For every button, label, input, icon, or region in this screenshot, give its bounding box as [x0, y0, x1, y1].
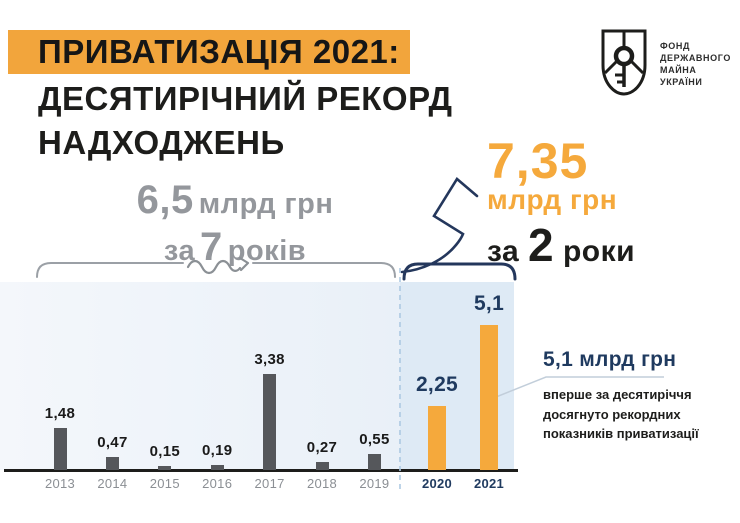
axis-label-2018: 2018	[306, 476, 338, 491]
record-period-number: 2	[528, 219, 555, 271]
record-annotation: 5,1 млрд грн вперше за десятиріччя досяг…	[543, 348, 728, 444]
record-total-amount: 7,35	[487, 133, 589, 189]
annotation-line: вперше за десятиріччя	[543, 387, 692, 402]
org-name-line: ФОНД	[660, 41, 690, 51]
past-period-number: 7	[200, 225, 223, 269]
bar-value-2017: 3,38	[254, 351, 285, 368]
bar-2014	[105, 457, 119, 470]
org-logo: ФОНД ДЕРЖАВНОГО МАЙНА УКРАЇНИ	[598, 28, 731, 98]
record-annotation-title: 5,1 млрд грн	[543, 348, 677, 371]
axis-label-2014: 2014	[97, 476, 128, 491]
axis-label-2017: 2017	[254, 476, 285, 491]
bar-value-2013: 1,48	[44, 405, 76, 422]
org-name-line: МАЙНА	[660, 65, 697, 75]
page-subtitle-line1: ДЕСЯТИРІЧНИЙ РЕКОРД	[38, 80, 453, 117]
bar-value-2015: 0,15	[149, 443, 180, 460]
axis-label-2013: 2013	[44, 476, 76, 491]
x-axis-line	[4, 469, 518, 472]
record-annotation-body: вперше за десятиріччя досягнуто рекордни…	[543, 385, 728, 444]
record-total-callout: 7,35 млрд грн за 2 роки	[487, 133, 635, 272]
page-subtitle-line2: НАДХОДЖЕНЬ	[38, 124, 285, 161]
shield-key-icon	[601, 29, 647, 96]
org-name-line: УКРАЇНИ	[660, 77, 703, 87]
record-period-suffix: роки	[562, 235, 636, 268]
page-title: ПРИВАТИЗАЦІЯ 2021:	[38, 33, 400, 70]
title-highlight-band: ПРИВАТИЗАЦІЯ 2021:	[8, 30, 410, 74]
bar-2017	[263, 374, 277, 470]
org-name-line: ДЕРЖАВНОГО	[660, 53, 731, 63]
bar-value-2014: 0,47	[97, 434, 128, 451]
bar-value-2016: 0,19	[201, 442, 233, 459]
annotation-line: досягнуто рекордних	[543, 406, 681, 422]
axis-label-2019: 2019	[359, 476, 390, 491]
bar-value-2019: 0,55	[359, 431, 390, 448]
axis-label-2016: 2016	[202, 476, 233, 491]
bar-2021	[480, 325, 498, 470]
past-total-amount: 6,5	[136, 178, 194, 222]
bar-value-2020: 2,25	[415, 373, 459, 396]
bar-value-2018: 0,27	[306, 439, 338, 456]
bar-value-2021: 5,1	[473, 292, 505, 315]
bar-2016	[210, 465, 224, 470]
axis-label-2020: 2020	[421, 476, 453, 491]
bar-2020	[428, 406, 446, 470]
org-name: ФОНД ДЕРЖАВНОГО МАЙНА УКРАЇНИ	[660, 40, 731, 88]
bar-2018	[315, 462, 329, 470]
past-total-unit: млрд грн	[198, 188, 334, 220]
chart-panel-past-years	[0, 282, 400, 470]
record-period: за 2 роки	[487, 218, 635, 272]
bar-2013	[53, 428, 67, 470]
bar-2019	[367, 454, 381, 470]
axis-label-2015: 2015	[149, 476, 180, 491]
annotation-line: показників приватизації	[543, 426, 699, 441]
bar-2015	[158, 466, 172, 470]
record-total-unit: млрд грн	[487, 184, 618, 215]
axis-label-2021: 2021	[473, 476, 505, 491]
